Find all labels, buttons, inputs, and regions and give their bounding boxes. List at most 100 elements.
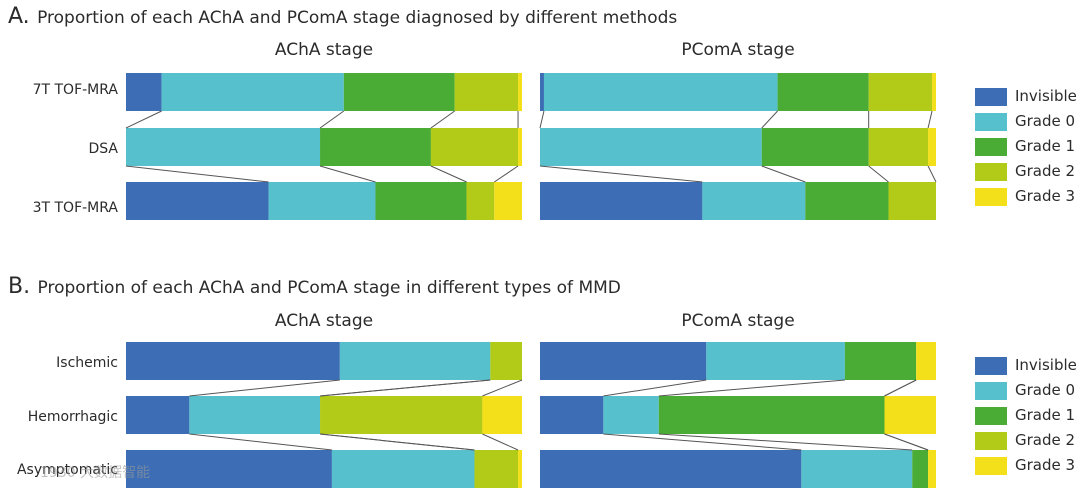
bar-segment-invisible bbox=[540, 450, 802, 488]
connector-line bbox=[319, 433, 475, 451]
bar-segment-grade-2 bbox=[430, 128, 519, 166]
bar-segment-grade-0 bbox=[339, 342, 491, 380]
connector-line bbox=[539, 110, 545, 129]
bar-segment-grade-3 bbox=[518, 128, 522, 166]
legend-swatch bbox=[975, 163, 1007, 181]
bar-segment-grade-2 bbox=[466, 182, 495, 220]
legend-label: Invisible bbox=[1015, 87, 1077, 105]
connector-line bbox=[927, 165, 937, 183]
connector-line bbox=[319, 165, 376, 183]
connector-line bbox=[494, 165, 519, 183]
panel-b-title: B. Proportion of each AChA and PComA sta… bbox=[8, 274, 621, 299]
panel-a-title: A. Proportion of each AChA and PComA sta… bbox=[8, 4, 677, 29]
bar-segment-grade-1 bbox=[320, 128, 431, 166]
bar-segment-grade-0 bbox=[706, 342, 845, 380]
panel-b-letter: B. bbox=[8, 274, 31, 299]
bar-segment-grade-3 bbox=[916, 342, 936, 380]
legend-label: Grade 3 bbox=[1015, 187, 1076, 205]
connector-line bbox=[884, 379, 917, 397]
bar-segment-grade-0 bbox=[268, 182, 376, 220]
legend-swatch bbox=[975, 138, 1007, 156]
bar-segment-grade-3 bbox=[928, 450, 936, 488]
connector-line bbox=[658, 433, 913, 451]
legend-label: Grade 1 bbox=[1015, 406, 1076, 424]
bar-segment-grade-2 bbox=[320, 396, 483, 434]
legend-label: Grade 3 bbox=[1015, 456, 1076, 474]
legend-swatch bbox=[975, 407, 1007, 425]
bar-segment-grade-2 bbox=[490, 342, 522, 380]
connector-line bbox=[319, 110, 345, 129]
legend-a-item-grade1: Grade 1 bbox=[975, 136, 1080, 156]
bar-segment-grade-2 bbox=[888, 182, 936, 220]
bar-segment-grade-3 bbox=[518, 450, 522, 488]
bar-segment-grade-3 bbox=[518, 73, 522, 111]
bar-segment-grade-2 bbox=[454, 73, 519, 111]
legend-a-item-grade0: Grade 0 bbox=[975, 111, 1080, 131]
connector-line bbox=[761, 110, 778, 129]
connector-line bbox=[125, 165, 269, 183]
bar-segment-grade-3 bbox=[928, 128, 936, 166]
legend-swatch bbox=[975, 382, 1007, 400]
bar-segment-grade-1 bbox=[912, 450, 929, 488]
legend-a-item-invisible: Invisible bbox=[975, 86, 1080, 106]
legend-swatch bbox=[975, 457, 1007, 475]
bar-segment-grade-0 bbox=[126, 128, 321, 166]
bar-segment-grade-0 bbox=[189, 396, 321, 434]
connector-line bbox=[868, 165, 889, 183]
bar-segment-grade-0 bbox=[331, 450, 475, 488]
connector-line bbox=[125, 110, 162, 129]
legend-a-item-grade2: Grade 2 bbox=[975, 161, 1080, 181]
bar-segment-grade-1 bbox=[805, 182, 889, 220]
bar-segment-grade-1 bbox=[343, 73, 455, 111]
bar-segment-grade-1 bbox=[375, 182, 467, 220]
legend-b-item-invisible: Invisible bbox=[975, 355, 1080, 375]
bar-segment-grade-0 bbox=[702, 182, 806, 220]
bar-segment-grade-0 bbox=[603, 396, 659, 434]
bar-segment-invisible bbox=[540, 342, 707, 380]
connector-line bbox=[482, 379, 523, 397]
bar-segment-invisible bbox=[126, 182, 269, 220]
row-label-asymptomatic: Asymptomatic bbox=[16, 462, 118, 478]
row-label-ischemic: Ischemic bbox=[56, 355, 118, 371]
bar-segment-grade-0 bbox=[540, 128, 762, 166]
legend-swatch bbox=[975, 432, 1007, 450]
chart-b-left-title: AChA stage bbox=[274, 311, 374, 331]
connector-line bbox=[658, 379, 845, 397]
bar-segment-grade-0 bbox=[161, 73, 344, 111]
legend-b-item-grade2: Grade 2 bbox=[975, 430, 1080, 450]
legend-label: Grade 1 bbox=[1015, 137, 1076, 155]
legend-swatch bbox=[975, 357, 1007, 375]
bar-segment-grade-3 bbox=[494, 182, 522, 220]
connector-line bbox=[603, 379, 707, 397]
chart-a-left-title: AChA stage bbox=[274, 40, 374, 60]
bar-segment-invisible bbox=[540, 396, 604, 434]
bar-segment-grade-0 bbox=[801, 450, 913, 488]
legend-label: Grade 0 bbox=[1015, 112, 1076, 130]
bar-segment-invisible bbox=[126, 396, 190, 434]
bar-segment-grade-2 bbox=[868, 128, 929, 166]
legend-b-item-grade3: Grade 3 bbox=[975, 455, 1080, 475]
legend-b-item-grade1: Grade 1 bbox=[975, 405, 1080, 425]
panel-a-title-text: Proportion of each AChA and PComA stage … bbox=[37, 8, 678, 28]
bar-segment-grade-3 bbox=[482, 396, 522, 434]
chart-b-right-title: PComA stage bbox=[681, 311, 795, 331]
watermark: 1930 大数据智能 bbox=[40, 465, 151, 481]
connector-line bbox=[884, 433, 929, 451]
connector-line bbox=[189, 433, 332, 451]
connector-line bbox=[761, 165, 806, 183]
legend-swatch bbox=[975, 88, 1007, 106]
legend-swatch bbox=[975, 113, 1007, 131]
legend-swatch bbox=[975, 188, 1007, 206]
legend-b-item-grade0: Grade 0 bbox=[975, 380, 1080, 400]
bar-segment-invisible bbox=[540, 182, 703, 220]
row-label-hemorrhagic: Hemorrhagic bbox=[27, 409, 118, 425]
legend-label: Invisible bbox=[1015, 356, 1077, 374]
row-label-3t: 3T TOF-MRA bbox=[32, 200, 118, 216]
bar-segment-grade-2 bbox=[474, 450, 519, 488]
panel-a-letter: A. bbox=[8, 4, 30, 29]
connector-line bbox=[430, 110, 455, 129]
connector-line bbox=[482, 433, 519, 451]
connector-line bbox=[539, 165, 703, 183]
